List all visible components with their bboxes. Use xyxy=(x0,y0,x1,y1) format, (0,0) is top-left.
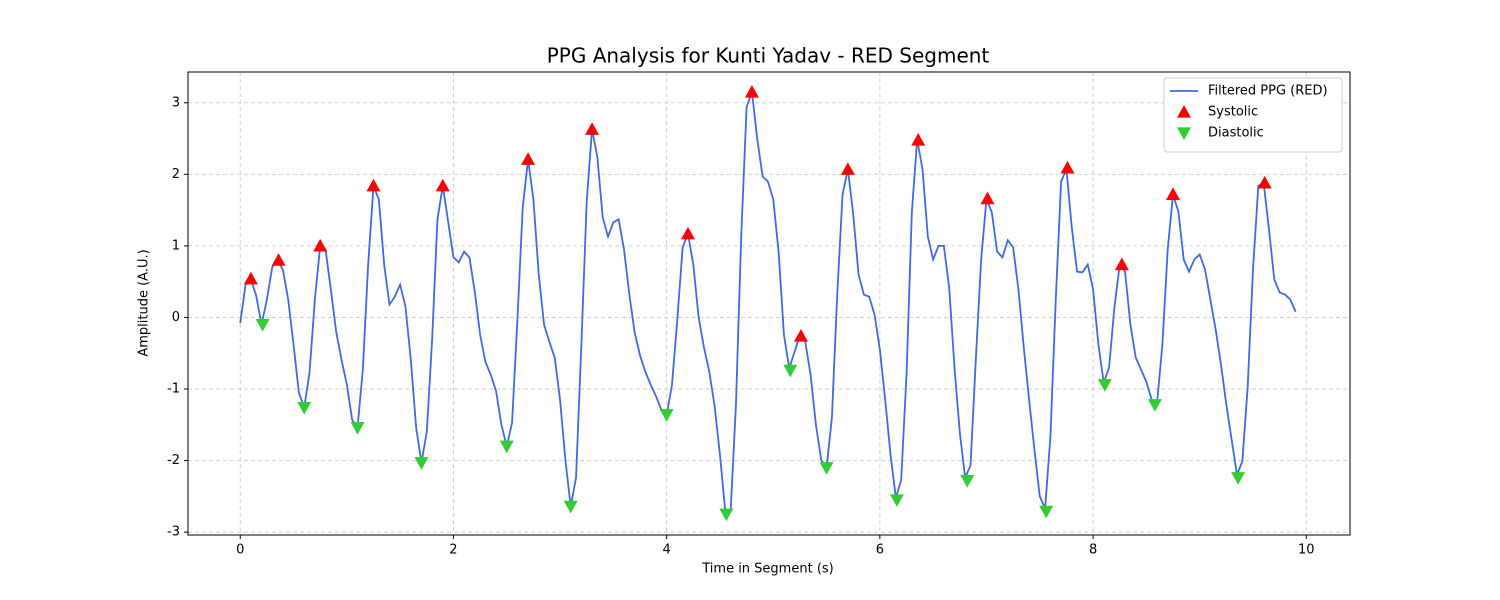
legend: Filtered PPG (RED) Systolic Diastolic xyxy=(1163,77,1343,153)
diastolic-marker xyxy=(960,475,975,488)
systolic-marker xyxy=(243,271,258,285)
systolic-marker xyxy=(435,178,450,192)
x-tick-label: 4 xyxy=(663,543,671,558)
diastolic-marker xyxy=(350,422,365,435)
legend-label: Filtered PPG (RED) xyxy=(1208,84,1328,99)
y-tick-label: 3 xyxy=(172,95,180,110)
systolic-marker xyxy=(1166,187,1181,200)
y-tick-label: 0 xyxy=(172,310,180,325)
systolic-marker xyxy=(271,253,286,266)
diastolic-marker xyxy=(889,494,904,507)
diastolic-marker xyxy=(563,500,578,514)
systolic-marker xyxy=(980,191,995,205)
diastolic-marker xyxy=(297,402,312,415)
diastolic-marker xyxy=(499,440,514,454)
systolic-marker xyxy=(1060,160,1075,174)
x-tick-label: 2 xyxy=(449,543,457,558)
systolic-marker xyxy=(1114,257,1129,271)
legend-label: Diastolic xyxy=(1208,126,1264,141)
systolic-marker xyxy=(744,85,759,98)
legend-swatch xyxy=(1177,127,1191,140)
legend-label: Systolic xyxy=(1208,105,1258,120)
diastolic-marker xyxy=(1039,505,1054,519)
systolic-marker xyxy=(840,162,855,175)
x-tick-label: 6 xyxy=(876,543,884,558)
systolic-marker xyxy=(680,226,695,240)
y-axis-label: Amplitude (A.U.) xyxy=(137,249,152,356)
systolic-marker xyxy=(793,329,808,342)
diastolic-marker xyxy=(1231,472,1246,485)
y-tick-label: 1 xyxy=(172,238,180,253)
x-tick-label: 10 xyxy=(1298,543,1315,558)
chart-title: PPG Analysis for Kunti Yadav - RED Segme… xyxy=(547,44,990,68)
diastolic-marker xyxy=(414,457,429,470)
y-tick-label: -1 xyxy=(167,382,180,397)
systolic-marker xyxy=(585,122,600,135)
plot-frame xyxy=(187,71,1351,536)
systolic-marker xyxy=(313,238,328,252)
x-tick-label: 0 xyxy=(236,543,244,558)
diastolic-marker xyxy=(255,319,270,332)
data-line xyxy=(239,91,1297,513)
y-tick-label: -2 xyxy=(167,453,180,468)
legend-box xyxy=(1163,77,1343,153)
systolic-marker xyxy=(911,132,926,146)
diastolic-marker xyxy=(1147,399,1162,412)
diastolic-marker xyxy=(1097,379,1112,392)
diastolic-marker xyxy=(783,364,798,378)
diastolic-marker xyxy=(659,409,674,422)
y-tick-label: -3 xyxy=(167,525,180,540)
y-tick-label: 2 xyxy=(172,167,180,182)
systolic-marker xyxy=(521,152,536,165)
x-axis-label: Time in Segment (s) xyxy=(701,562,833,577)
diastolic-marker xyxy=(719,508,734,522)
legend-swatch xyxy=(1177,105,1191,118)
systolic-marker xyxy=(366,178,381,192)
systolic-marker xyxy=(1257,175,1272,189)
x-tick-label: 8 xyxy=(1089,543,1097,558)
diastolic-marker xyxy=(819,462,834,475)
